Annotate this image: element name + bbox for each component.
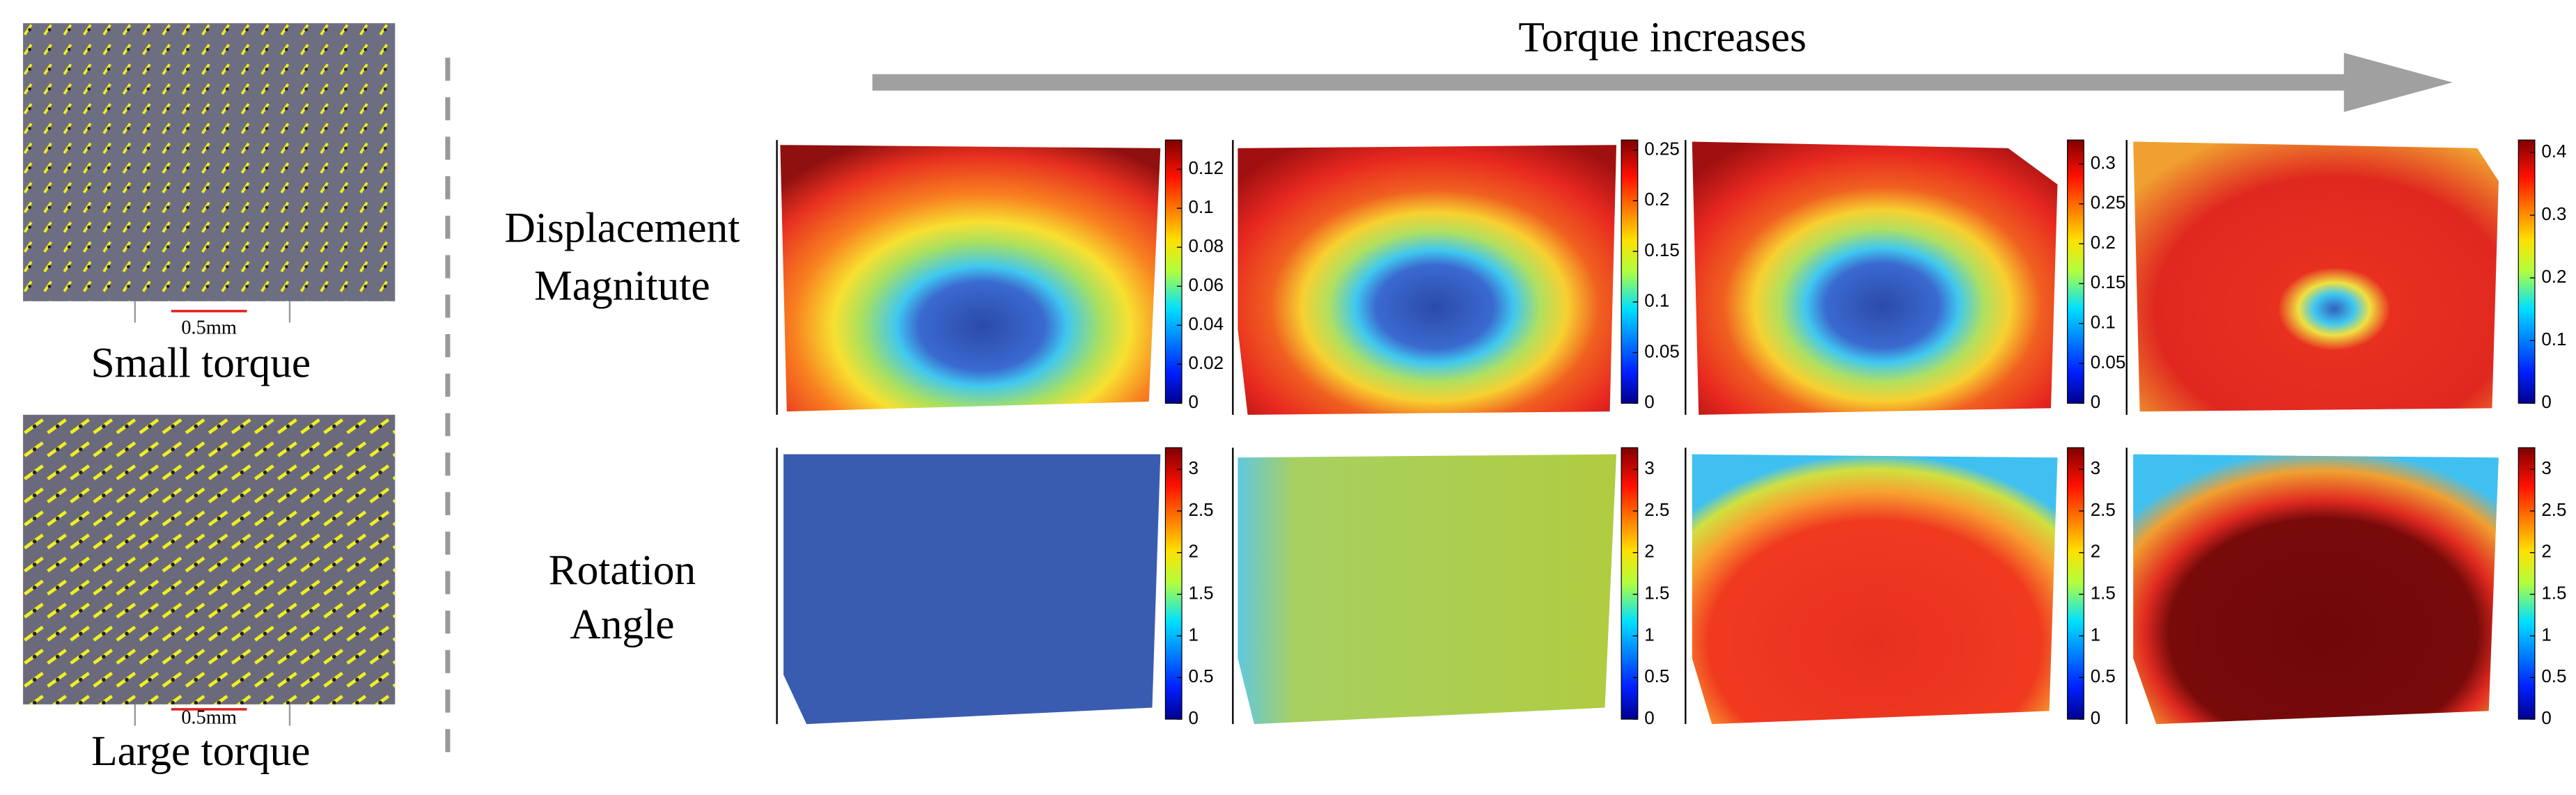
colorbar-tick-label: 0.25 [2091, 192, 2126, 213]
colorbar-tick-label: 0.1 [1644, 290, 1669, 311]
heatmap [780, 145, 1161, 412]
colorbar-tick-label: 3 [1189, 457, 1199, 478]
colorbar-tick-label: 2.5 [1644, 499, 1669, 520]
colorbar-tick-label: 1.5 [2541, 582, 2566, 603]
colorbar-tick-label: 0.05 [1644, 340, 1680, 361]
row-label: Rotation [549, 546, 696, 594]
colorbar-tick-label: 1.5 [2091, 582, 2116, 603]
colorbar-tick-label: 0.15 [2091, 271, 2126, 292]
colorbar-tick-label: 0.05 [2091, 352, 2126, 372]
colorbar-tick-label: 0 [2091, 391, 2100, 412]
colorbar-tick-label: 1.5 [1644, 582, 1669, 603]
heatmap [1238, 454, 1617, 725]
colorbar-tick-label: 3 [2091, 457, 2100, 478]
photo-label: Large torque [91, 727, 310, 775]
colorbar-tick-label: 1 [1644, 624, 1654, 645]
torque-arrow: Torque increases [872, 13, 2453, 112]
heatmaps [776, 140, 2499, 725]
colorbar-tick-label: 0.02 [1189, 352, 1224, 373]
colorbar [2067, 447, 2084, 720]
colorbar-tick-label: 0.2 [1644, 189, 1669, 210]
colorbar [1621, 447, 1639, 720]
photo-large: 0.5mm Large torque [23, 414, 396, 775]
row-label: Magnitute [534, 262, 710, 309]
heatmap [1238, 145, 1617, 415]
colorbar-tick-label: 2.5 [1189, 499, 1214, 520]
colorbar-tick-label: 0.3 [2541, 203, 2566, 224]
colorbar-tick-label: 0.25 [1644, 139, 1680, 159]
colorbar-tick-label: 0 [1644, 391, 1654, 412]
heatmap [1692, 141, 2058, 415]
colorbar-tick-label: 0.08 [1189, 235, 1224, 256]
colorbar-tick-label: 0.2 [2541, 266, 2566, 287]
colorbar-tick-label: 3 [2541, 457, 2551, 478]
heatmap [2133, 454, 2499, 725]
colorbar [1621, 139, 1639, 404]
colorbar-tick-label: 0.15 [1644, 239, 1680, 260]
colorbar [2518, 447, 2536, 720]
scale-bar-label: 0.5mm [181, 707, 237, 729]
colorbar-tick-label: 0.1 [1189, 196, 1214, 217]
row-label: Angle [570, 601, 674, 648]
colorbar-tick-label: 1.5 [1189, 582, 1214, 603]
colorbar-tick-label: 0.5 [1644, 666, 1669, 686]
colorbar-tick-label: 2.5 [2091, 499, 2116, 520]
colorbar-tick-label: 2.5 [2541, 499, 2566, 520]
colorbar-tick-label: 0 [1189, 391, 1199, 412]
colorbar-tick-label: 0.3 [2091, 152, 2116, 173]
colorbar-tick-label: 0 [2541, 391, 2551, 412]
colorbar-tick-label: 0.5 [1189, 666, 1214, 686]
colorbar-tick-label: 0.5 [2091, 666, 2116, 686]
colorbar-tick-label: 0.2 [2091, 232, 2116, 253]
colorbar-tick-label: 2 [2541, 541, 2551, 562]
colorbar-tick-label: 0.1 [2541, 329, 2566, 349]
colorbar-tick-label: 0.04 [1189, 313, 1224, 334]
colorbar-tick-label: 2 [1189, 541, 1199, 562]
colorbar-tick-label: 3 [1644, 457, 1654, 478]
colorbar-tick-label: 0.5 [2541, 666, 2566, 686]
arrow-label: Torque increases [1518, 13, 1806, 61]
colorbar-tick-label: 1 [1189, 624, 1199, 645]
colorbar [1164, 139, 1182, 404]
colorbar-tick-label: 0 [2091, 707, 2100, 728]
colorbar-tick-label: 0 [1189, 707, 1199, 728]
colorbar-tick-label: 0.12 [1189, 157, 1224, 178]
heatmap [783, 454, 1161, 725]
colorbar [1164, 447, 1182, 720]
colorbar-tick-label: 0 [2541, 707, 2551, 728]
colorbar-tick-label: 1 [2541, 624, 2551, 645]
colorbar-tick-label: 2 [2091, 541, 2100, 562]
photo-small: 0.5mm Small torque [23, 23, 396, 386]
heatmap [2133, 141, 2499, 412]
colorbar-tick-label: 0.06 [1189, 274, 1224, 295]
scale-bar-label: 0.5mm [181, 317, 237, 338]
colorbar-tick-label: 2 [1644, 541, 1654, 562]
heatmap [1692, 454, 2058, 725]
colorbar-tick-label: 1 [2091, 624, 2100, 645]
colorbar [2518, 139, 2536, 404]
colorbar-tick-label: 0.1 [2091, 312, 2116, 333]
colorbar [2067, 139, 2084, 404]
photo-label: Small torque [91, 339, 311, 386]
colorbar-tick-label: 0.4 [2541, 141, 2566, 162]
colorbar-tick-label: 0 [1644, 707, 1654, 728]
row-label: Displacement [505, 205, 740, 252]
